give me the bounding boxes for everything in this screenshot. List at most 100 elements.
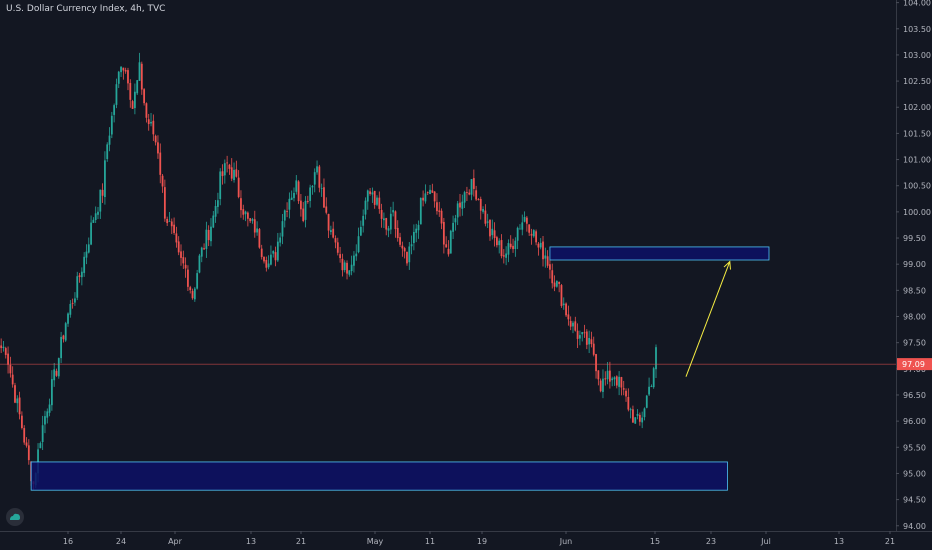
candle-body bbox=[276, 241, 279, 261]
candle-body bbox=[122, 67, 125, 71]
candle-body bbox=[583, 332, 586, 334]
projection-arrow[interactable] bbox=[685, 261, 731, 377]
candle-body bbox=[482, 208, 484, 212]
candle-body bbox=[597, 370, 600, 380]
candle-body bbox=[383, 218, 385, 221]
candle-body bbox=[599, 380, 602, 392]
x-tick-label: 21 bbox=[885, 537, 895, 546]
candle-body bbox=[521, 222, 524, 230]
candle-body bbox=[320, 188, 323, 189]
candle-body bbox=[530, 233, 533, 236]
candles bbox=[0, 52, 657, 490]
candle-body bbox=[21, 415, 23, 429]
tradingview-logo[interactable] bbox=[6, 508, 24, 526]
candle-body bbox=[387, 228, 390, 231]
candle-body bbox=[643, 408, 646, 418]
candle-body bbox=[286, 211, 288, 212]
candle-body bbox=[244, 211, 247, 215]
candle-body bbox=[80, 271, 83, 278]
candle-body bbox=[449, 230, 452, 254]
candle-body bbox=[528, 224, 531, 233]
candle-body bbox=[106, 144, 109, 160]
candle-body bbox=[143, 89, 146, 104]
candle-body bbox=[567, 314, 570, 320]
candle-body bbox=[9, 364, 12, 374]
candle-body bbox=[406, 251, 408, 264]
candle-body bbox=[318, 166, 321, 188]
candle-body bbox=[604, 378, 607, 380]
candle-body bbox=[452, 222, 454, 232]
candle-body bbox=[618, 376, 621, 387]
candle-body bbox=[41, 425, 44, 443]
candle-body bbox=[290, 197, 293, 200]
candle-body bbox=[140, 63, 143, 90]
candle-body bbox=[380, 209, 383, 219]
candle-body bbox=[551, 270, 554, 284]
candle-body bbox=[60, 336, 63, 359]
candle-body bbox=[37, 449, 39, 474]
candle-body bbox=[553, 282, 556, 287]
candle-body bbox=[90, 222, 92, 245]
candle-body bbox=[512, 245, 514, 250]
candle-body bbox=[279, 237, 282, 243]
candle-body bbox=[477, 199, 480, 200]
resistance-zone[interactable] bbox=[549, 246, 770, 261]
candle-body bbox=[445, 244, 448, 248]
candle-body bbox=[101, 189, 104, 196]
candle-body bbox=[348, 270, 351, 275]
candle-body bbox=[69, 303, 72, 315]
candle-body bbox=[187, 269, 189, 287]
candle-body bbox=[396, 227, 399, 239]
candle-body bbox=[509, 243, 512, 248]
candle-body bbox=[180, 251, 182, 258]
candle-body bbox=[339, 254, 342, 259]
candle-body bbox=[532, 230, 535, 237]
candle-body bbox=[470, 179, 473, 195]
candle-body bbox=[329, 230, 332, 233]
support-zone[interactable] bbox=[30, 461, 728, 491]
candle-body bbox=[94, 213, 97, 220]
candle-body bbox=[652, 368, 655, 388]
candle-body bbox=[364, 200, 367, 215]
y-tick-label: 97.50 bbox=[903, 339, 926, 348]
candle-body bbox=[625, 390, 627, 397]
candle-body bbox=[64, 323, 67, 341]
candle-body bbox=[394, 211, 397, 230]
candle-body bbox=[572, 322, 574, 327]
candle-body bbox=[210, 226, 212, 242]
candle-body bbox=[159, 152, 162, 175]
candle-body bbox=[4, 348, 7, 355]
candle-body bbox=[251, 219, 254, 221]
candle-body bbox=[403, 248, 406, 252]
candle-body bbox=[57, 358, 60, 377]
candle-body bbox=[454, 218, 457, 223]
candle-body bbox=[353, 255, 355, 266]
candle-body bbox=[16, 398, 19, 404]
candle-body bbox=[376, 197, 378, 205]
candle-body bbox=[440, 210, 443, 224]
candle-body bbox=[535, 231, 537, 243]
candle-body bbox=[606, 370, 609, 380]
candle-body bbox=[309, 187, 312, 201]
candle-body bbox=[323, 187, 325, 208]
candle-body bbox=[136, 80, 139, 94]
candle-body bbox=[233, 169, 235, 181]
candle-body bbox=[267, 263, 270, 268]
y-tick-label: 98.00 bbox=[903, 313, 926, 322]
y-tick-label: 96.00 bbox=[903, 417, 926, 426]
candle-body bbox=[546, 256, 549, 266]
candle-body bbox=[302, 208, 305, 222]
candle-body bbox=[145, 103, 148, 118]
candle-body bbox=[429, 189, 431, 195]
candle-body bbox=[150, 121, 152, 124]
y-tick-label: 94.50 bbox=[903, 496, 926, 505]
candle-body bbox=[638, 414, 641, 422]
candle-body bbox=[459, 202, 461, 208]
candle-body bbox=[555, 280, 558, 287]
symbol-title: U.S. Dollar Currency Index, 4h, TVC bbox=[6, 4, 166, 14]
candle-body bbox=[401, 245, 404, 249]
candle-body bbox=[392, 210, 395, 213]
candle-body bbox=[590, 339, 593, 345]
candle-body bbox=[622, 388, 625, 390]
